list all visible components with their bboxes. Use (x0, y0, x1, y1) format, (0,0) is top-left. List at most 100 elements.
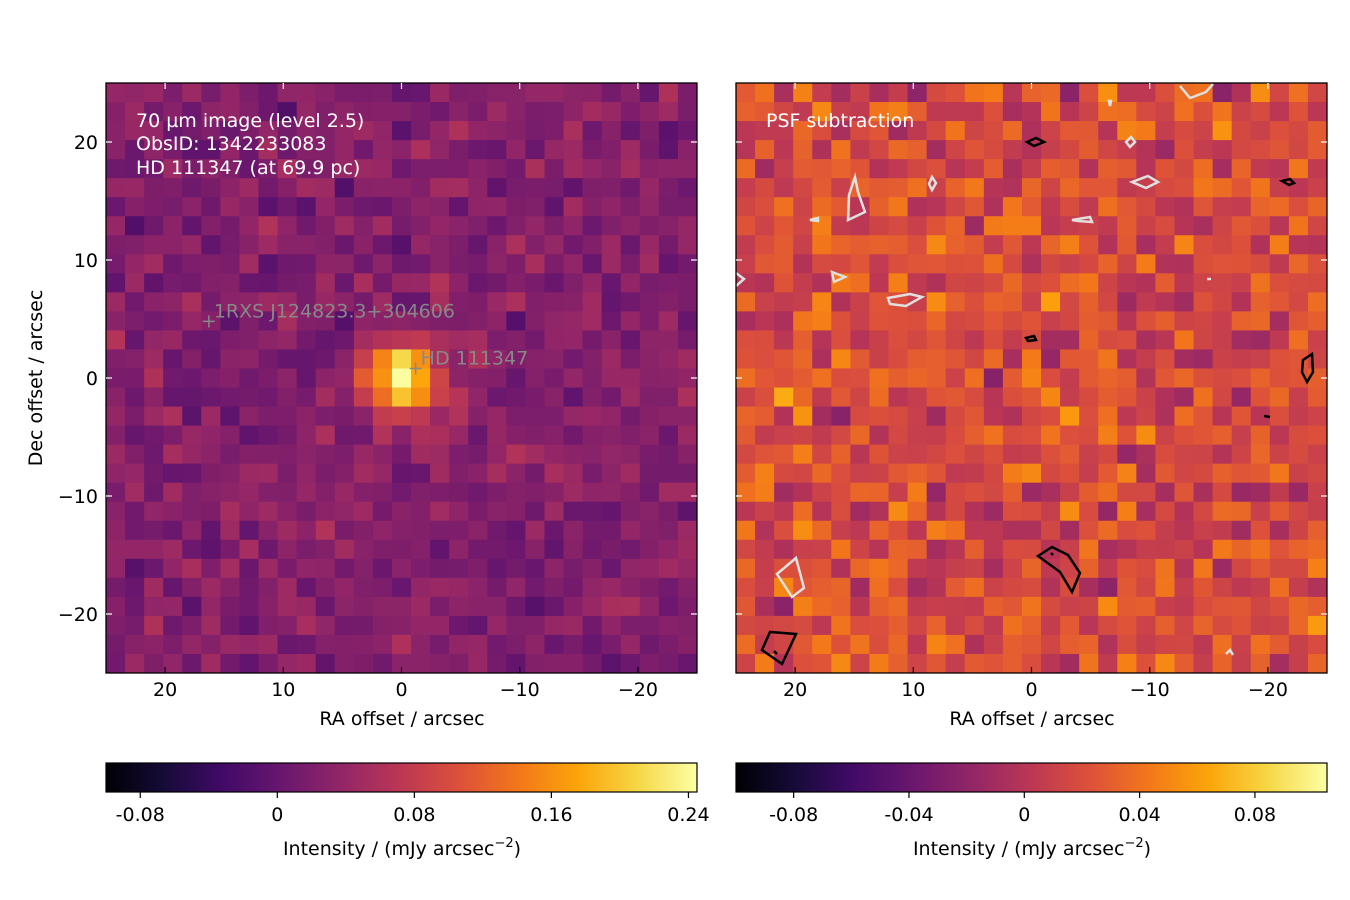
heatmap-cell (277, 159, 298, 179)
heatmap-cell (658, 615, 679, 636)
heatmap-cell (639, 387, 660, 408)
heatmap-cell (106, 178, 126, 198)
colorbar-tick-label: 0 (1018, 804, 1030, 826)
heatmap-cell (1021, 501, 1042, 522)
heatmap-cell (144, 178, 164, 198)
heatmap-cell (983, 254, 1004, 274)
x-tick-label: −20 (1248, 679, 1288, 701)
heatmap-cell (411, 558, 431, 579)
heatmap-cell (620, 406, 641, 427)
heatmap-cell (1117, 520, 1137, 541)
heatmap-cell (1098, 482, 1118, 503)
heatmap-cell (793, 653, 813, 673)
x-tick-label: 0 (395, 679, 407, 701)
heatmap-cell (1288, 539, 1309, 560)
heatmap-cell (1231, 482, 1252, 503)
heatmap-cell (1250, 577, 1271, 598)
heatmap-cell (1098, 121, 1118, 141)
heatmap-cell (239, 254, 260, 274)
heatmap-cell (658, 406, 679, 427)
heatmap-cell (677, 615, 697, 636)
heatmap-cell (1269, 387, 1290, 408)
heatmap-cell (1117, 425, 1137, 446)
heatmap-cell (1136, 387, 1157, 408)
heatmap-cell (1231, 520, 1252, 541)
heatmap-cell (601, 539, 622, 560)
heatmap-cell (601, 178, 622, 198)
heatmap-cell (812, 387, 832, 408)
heatmap-cell (831, 102, 851, 122)
heatmap-cell (1002, 197, 1023, 217)
heatmap-cell (582, 140, 603, 160)
heatmap-cell (850, 444, 871, 465)
left-source-markers: 1RXS J124823.3+304606 HD 111347 (202, 300, 528, 375)
heatmap-cell (525, 425, 546, 446)
marker-hd111347-label: HD 111347 (421, 348, 528, 370)
heatmap-cell (391, 577, 412, 598)
heatmap-cell (125, 368, 145, 389)
heatmap-cell (755, 501, 775, 522)
heatmap-cell (1212, 292, 1233, 312)
heatmap-cell (220, 254, 241, 274)
heatmap-cell (258, 102, 279, 122)
heatmap-cell (315, 577, 336, 598)
heatmap-cell (163, 311, 183, 332)
heatmap-cell (144, 406, 164, 427)
heatmap-cell (1079, 254, 1099, 274)
heatmap-cell (525, 463, 546, 484)
heatmap-cell (774, 292, 794, 312)
heatmap-cell (239, 349, 260, 370)
heatmap-cell (182, 273, 202, 293)
heatmap-cell (220, 235, 241, 255)
heatmap-cell (296, 539, 317, 560)
heatmap-cell (525, 121, 546, 141)
heatmap-cell (106, 159, 126, 179)
heatmap-cell (945, 615, 966, 636)
heatmap-cell (449, 596, 469, 617)
heatmap-cell (277, 235, 298, 255)
heatmap-cell (1041, 83, 1061, 103)
heatmap-cell (1193, 235, 1214, 255)
heatmap-cell (1002, 596, 1023, 617)
heatmap-cell (1174, 596, 1195, 617)
heatmap-cell (582, 121, 603, 141)
heatmap-cell (106, 83, 126, 103)
heatmap-cell (258, 330, 279, 351)
heatmap-cell (926, 140, 947, 160)
heatmap-cell (888, 387, 909, 408)
heatmap-cell (793, 197, 813, 217)
heatmap-cell (163, 121, 183, 141)
heatmap-cell (831, 330, 851, 351)
heatmap-cell (601, 558, 622, 579)
heatmap-cell (926, 539, 947, 560)
heatmap-cell (449, 463, 469, 484)
heatmap-cell (411, 273, 431, 293)
heatmap-cell (964, 596, 985, 617)
heatmap-cell (1002, 615, 1023, 636)
heatmap-cell (468, 615, 488, 636)
heatmap-cell (620, 444, 641, 465)
heatmap-cell (1288, 254, 1309, 274)
heatmap-cell (220, 444, 241, 465)
heatmap-cell (1060, 159, 1080, 179)
heatmap-cell (736, 140, 756, 160)
heatmap-cell (430, 121, 450, 141)
heatmap-cell (1174, 254, 1195, 274)
heatmap-cell (1231, 330, 1252, 351)
heatmap-cell (487, 368, 507, 389)
heatmap-cell (1136, 406, 1157, 427)
heatmap-cell (1231, 425, 1252, 446)
heatmap-cell (1155, 273, 1176, 293)
heatmap-cell (907, 615, 928, 636)
heatmap-cell (1079, 501, 1099, 522)
heatmap-cell (315, 311, 336, 332)
heatmap-cell (869, 178, 890, 198)
heatmap-cell (1212, 539, 1233, 560)
heatmap-cell (125, 140, 145, 160)
heatmap-cell (544, 634, 565, 655)
heatmap-cell (201, 615, 221, 636)
heatmap-cell (907, 406, 928, 427)
heatmap-cell (544, 368, 565, 389)
heatmap-cell (125, 121, 145, 141)
heatmap-cell (1098, 102, 1118, 122)
